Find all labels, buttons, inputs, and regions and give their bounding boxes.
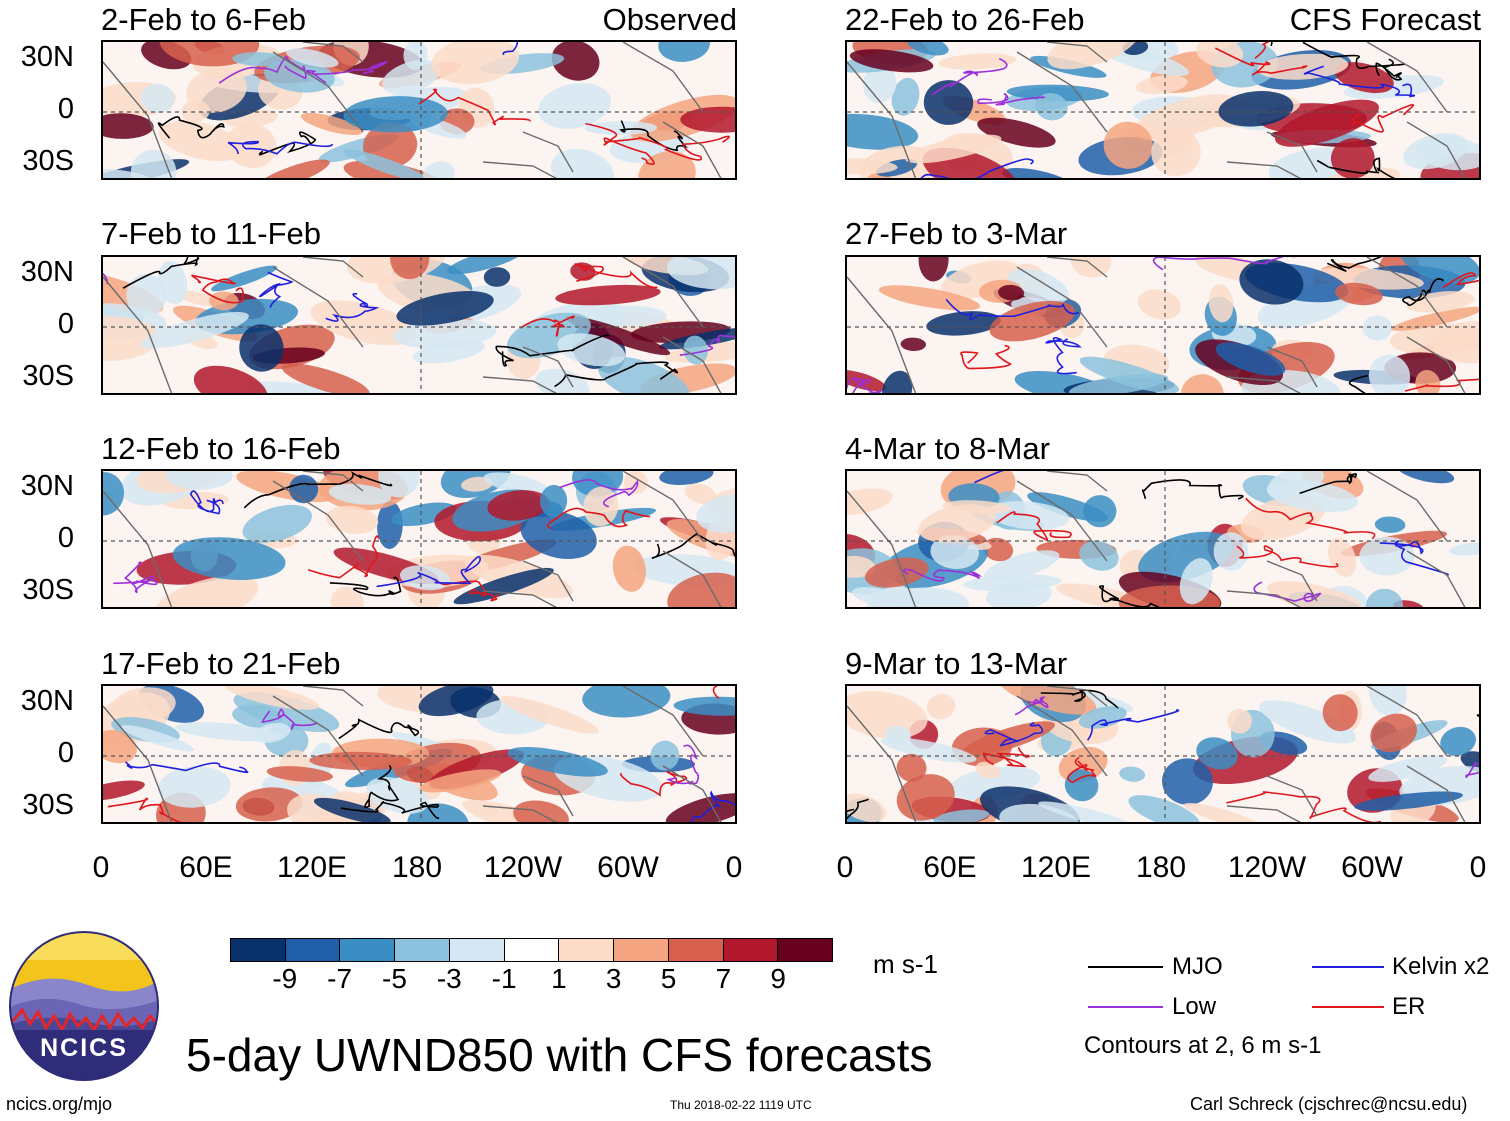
map-panel [101, 40, 737, 180]
colorbar-swatch [449, 939, 505, 961]
lon-label: 60W [597, 851, 659, 884]
ncics-logo-icon [9, 931, 159, 1081]
lon-label: 180 [391, 851, 443, 884]
map-panel [101, 255, 737, 395]
map-field [103, 257, 735, 393]
panel-tag: Observed [602, 2, 737, 37]
lon-label: 120W [1227, 851, 1307, 884]
logo-text: NCICS [40, 1034, 128, 1062]
lat-label: 30N [20, 470, 74, 502]
lat-label: 30N [20, 256, 74, 288]
map-panel [101, 469, 737, 609]
lon-label: 0 [725, 851, 743, 884]
lon-label: 180 [1135, 851, 1187, 884]
map-field [103, 686, 735, 822]
colorbar-tick: 7 [715, 963, 732, 994]
lat-label: 0 [57, 308, 74, 340]
lon-label: 60E [179, 851, 233, 884]
colorbar-tick: 1 [551, 963, 567, 994]
footer-credit: Carl Schreck (cjschrec@ncsu.edu) [1190, 1094, 1468, 1114]
lon-label: 0 [1469, 851, 1487, 884]
panel-title: 22-Feb to 26-Feb [845, 2, 1085, 37]
ncics-logo: NCICS [8, 930, 160, 1082]
legend-kelvin-label: Kelvin x2 [1392, 953, 1490, 980]
lat-label: 0 [57, 93, 74, 125]
colorbar-units: m s-1 [873, 949, 938, 979]
panel-title: 7-Feb to 11-Feb [101, 216, 321, 251]
panel-title: 17-Feb to 21-Feb [101, 646, 341, 681]
legend-kelvin-line [1312, 966, 1384, 968]
colorbar-swatch [778, 939, 833, 961]
map-panel [845, 469, 1481, 609]
colorbar-tick: -9 [272, 963, 298, 994]
lat-label: 0 [57, 522, 74, 554]
colorbar-swatch [614, 939, 669, 961]
colorbar-swatch [723, 939, 779, 961]
figure-title: 5-day UWND850 with CFS forecasts [186, 1029, 933, 1081]
map-field [847, 471, 1479, 607]
colorbar-tick: 9 [770, 963, 786, 994]
panel-title: 9-Mar to 13-Mar [845, 646, 1068, 681]
lat-label: 30S [22, 360, 74, 392]
legend-mjo-line [1088, 966, 1163, 968]
map-field [847, 257, 1479, 393]
panel-title: 4-Mar to 8-Mar [845, 431, 1050, 466]
map-panel [101, 684, 737, 824]
lon-label: 0 [836, 851, 854, 884]
map-field [847, 686, 1479, 822]
lat-label: 30S [22, 574, 74, 606]
map-panel [845, 255, 1481, 395]
map-field [847, 42, 1479, 178]
colorbar-swatch [504, 939, 560, 961]
panel-title: 2-Feb to 6-Feb [101, 2, 307, 37]
colorbar-swatch [559, 939, 615, 961]
legend-low-line [1088, 1006, 1163, 1008]
legend-contour-note: Contours at 2, 6 m s-1 [1084, 1032, 1322, 1059]
colorbar-swatch [395, 939, 450, 961]
legend-er-line [1312, 1006, 1384, 1008]
map-field [103, 471, 735, 607]
lon-label: 60W [1341, 851, 1403, 884]
colorbar-tick: -5 [382, 963, 407, 994]
colorbar-tick: -1 [491, 963, 517, 994]
panel-title: 27-Feb to 3-Mar [845, 216, 1068, 251]
colorbar-tick: 3 [605, 963, 622, 994]
lon-label: 0 [92, 851, 110, 884]
colorbar-swatch [231, 939, 286, 961]
lon-label: 120W [483, 851, 563, 884]
legend-er-label: ER [1392, 993, 1426, 1020]
lat-label: 30S [22, 145, 74, 177]
lat-label: 30N [20, 41, 74, 73]
colorbar-swatch [340, 939, 396, 961]
lat-label: 30S [22, 789, 74, 821]
map-field [103, 42, 735, 178]
footer-url[interactable]: ncics.org/mjo [6, 1094, 113, 1114]
panel-tag: CFS Forecast [1289, 2, 1481, 37]
lon-label: 120E [1020, 851, 1092, 884]
map-panel [845, 684, 1481, 824]
legend-mjo-label: MJO [1172, 953, 1223, 980]
colorbar-swatch [285, 939, 341, 961]
lon-label: 60E [923, 851, 977, 884]
lat-label: 30N [20, 685, 74, 717]
colorbar-tick: -7 [327, 963, 353, 994]
lon-label: 120E [276, 851, 348, 884]
colorbar-tick: 5 [660, 963, 677, 994]
colorbar-swatch [668, 939, 724, 961]
colorbar-tick: -3 [436, 963, 462, 994]
panel-title: 12-Feb to 16-Feb [101, 431, 341, 466]
lat-label: 0 [57, 737, 74, 769]
legend-low-label: Low [1172, 993, 1217, 1020]
map-panel [845, 40, 1481, 180]
colorbar [230, 938, 833, 962]
footer-timestamp: Thu 2018-02-22 1119 UTC [670, 1098, 812, 1112]
